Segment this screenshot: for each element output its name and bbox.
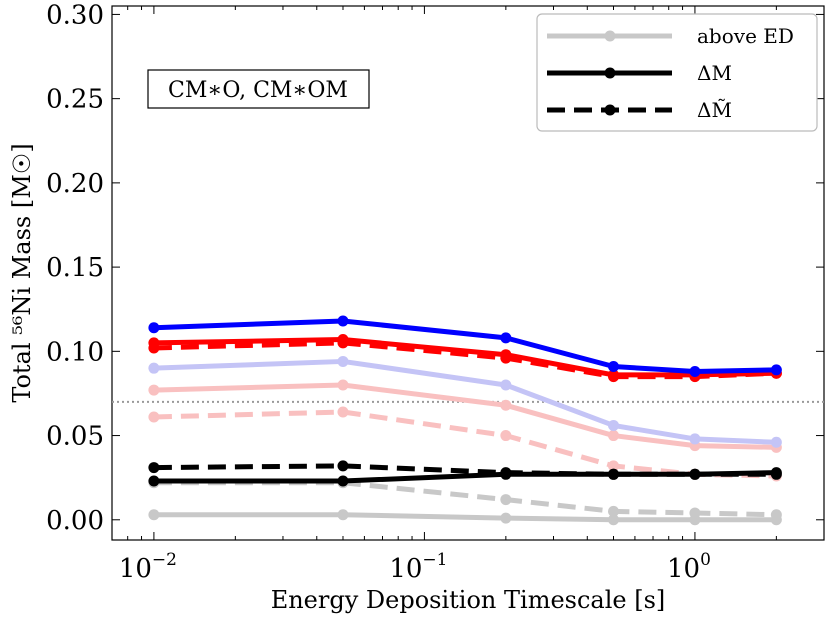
series-line-gray-solid (153, 512, 777, 523)
series-line-lightblue-solid (153, 358, 777, 445)
point-gray-dashed-3 (607, 505, 619, 517)
point-lightred-dashed-3 (607, 460, 619, 472)
x-tick-label-2: 100 (667, 550, 711, 584)
series-line-black-solid (153, 470, 777, 484)
point-lightred-solid-1 (337, 379, 349, 391)
legend-entry-2: ΔM̃ (547, 98, 732, 122)
point-black-solid-1 (337, 475, 349, 487)
point-blue-solid-5 (770, 364, 782, 376)
series-line-blue-solid (153, 318, 777, 375)
y-axis-ticks: 0.00 0.05 0.10 0.15 0.20 0.25 0.30 (46, 0, 824, 536)
point-lightblue-solid-3 (607, 419, 619, 431)
point-red-solid-0 (148, 337, 160, 349)
legend-swatch-marker-1 (604, 67, 616, 79)
point-lightblue-solid-1 (337, 355, 349, 367)
point-black-solid-5 (770, 467, 782, 479)
point-lightred-solid-3 (607, 430, 619, 442)
point-lightblue-solid-5 (770, 436, 782, 448)
legend-swatch-marker-0 (604, 30, 616, 42)
point-lightblue-solid-2 (500, 379, 512, 391)
point-black-dashed-0 (148, 462, 160, 474)
point-gray-dashed-4 (689, 507, 701, 519)
series-line-lightred-dashed (153, 409, 777, 479)
x-axis-label: Energy Deposition Timescale [s] (271, 586, 666, 614)
point-black-solid-4 (689, 468, 701, 480)
series-black-solid (148, 467, 782, 487)
series-lightblue-solid (148, 355, 782, 448)
point-gray-solid-3 (607, 514, 619, 526)
point-gray-solid-1 (337, 509, 349, 521)
series-line-red-solid (153, 337, 777, 378)
point-lightblue-solid-0 (148, 362, 160, 374)
series-lightred-solid (148, 379, 782, 453)
point-blue-solid-1 (337, 315, 349, 327)
point-black-dashed-1 (337, 460, 349, 472)
y-tick-label-2: 0.10 (46, 337, 104, 367)
y-tick-label-4: 0.20 (46, 169, 104, 199)
series-group (148, 315, 782, 526)
y-tick-label-5: 0.25 (46, 85, 104, 115)
point-lightred-solid-0 (148, 384, 160, 396)
point-gray-dashed-5 (770, 509, 782, 521)
point-lightred-solid-2 (500, 399, 512, 411)
point-blue-solid-4 (689, 366, 701, 378)
y-tick-label-3: 0.15 (46, 253, 104, 283)
y-axis-label: Total ⁵⁶Ni Mass [M☉] (8, 143, 36, 402)
legend-entry-1: ΔM (547, 61, 732, 85)
point-lightred-dashed-2 (500, 430, 512, 442)
legend-label-2: ΔM̃ (697, 98, 732, 122)
point-gray-solid-0 (148, 509, 160, 521)
y-tick-label-1: 0.05 (46, 422, 104, 452)
point-blue-solid-2 (500, 332, 512, 344)
legend-entry-0: above ED (547, 24, 794, 48)
point-lightred-dashed-1 (337, 406, 349, 418)
point-red-solid-1 (337, 334, 349, 346)
point-blue-solid-0 (148, 322, 160, 334)
series-line-gray-dashed (153, 480, 777, 518)
point-blue-solid-3 (607, 360, 619, 372)
legend-box (536, 13, 818, 132)
series-gray-solid (148, 509, 782, 526)
point-red-solid-3 (607, 369, 619, 381)
annotation-text: CM∗O, CM∗OM (168, 78, 348, 103)
point-lightblue-solid-4 (689, 433, 701, 445)
legend-swatch-marker-2 (604, 104, 616, 116)
legend: above ED ΔM ΔM̃ (536, 13, 818, 132)
point-gray-solid-2 (500, 512, 512, 524)
y-tick-label-0: 0.00 (46, 506, 104, 536)
annotation: CM∗O, CM∗OM (147, 69, 370, 109)
series-line-lightred-solid (153, 382, 777, 450)
point-black-solid-3 (607, 468, 619, 480)
plot-frame (111, 5, 825, 541)
point-red-solid-2 (500, 349, 512, 361)
x-tick-label-0: 10−2 (119, 550, 177, 584)
point-black-solid-2 (500, 468, 512, 480)
series-blue-solid (148, 315, 782, 378)
point-gray-dashed-2 (500, 494, 512, 506)
point-lightred-dashed-0 (148, 411, 160, 423)
annotation-box (147, 69, 370, 109)
legend-label-0: above ED (697, 24, 794, 48)
legend-label-1: ΔM (697, 61, 732, 85)
y-tick-label-6: 0.30 (46, 0, 104, 30)
x-tick-label-1: 10−1 (389, 550, 447, 584)
point-black-solid-0 (148, 475, 160, 487)
